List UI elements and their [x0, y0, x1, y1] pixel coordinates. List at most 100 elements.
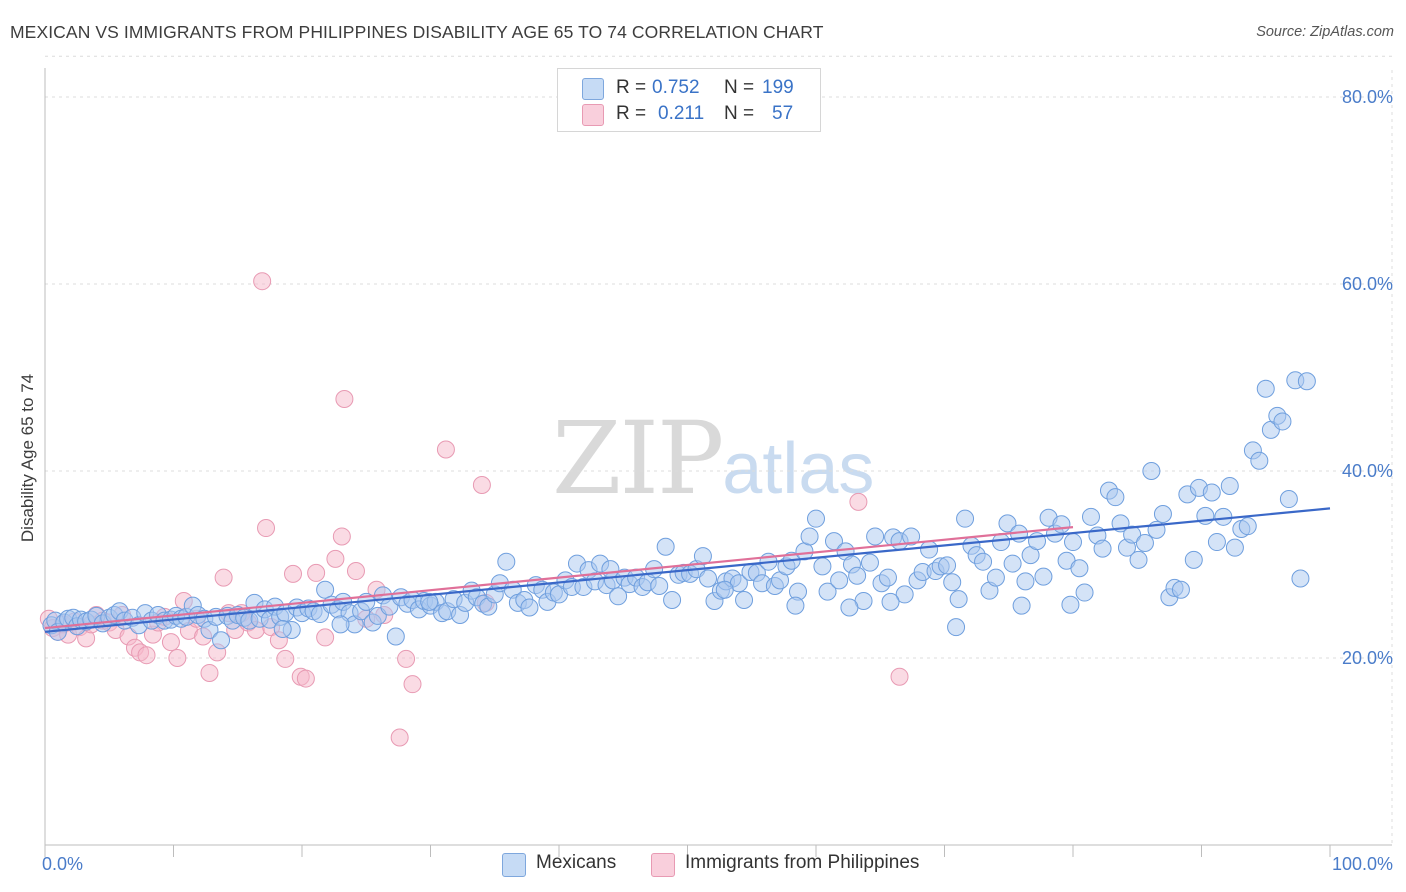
data-point	[938, 556, 957, 575]
data-point	[650, 577, 669, 596]
data-point	[699, 569, 718, 588]
data-point	[1093, 539, 1112, 558]
data-point	[881, 592, 900, 611]
data-point	[307, 563, 326, 582]
data-point	[1106, 488, 1125, 507]
data-point	[1184, 550, 1203, 569]
data-point	[1256, 379, 1275, 398]
data-point	[1171, 580, 1190, 599]
chart-title: MEXICAN VS IMMIGRANTS FROM PHILIPPINES D…	[10, 22, 824, 42]
data-point	[316, 628, 335, 647]
data-point	[920, 540, 939, 559]
data-point	[866, 527, 885, 546]
data-point	[326, 549, 345, 568]
data-point	[1135, 533, 1154, 552]
data-point	[253, 272, 272, 291]
data-point	[520, 598, 539, 617]
bottom-legend-swatch-mexicans	[502, 853, 526, 877]
data-point	[1297, 372, 1316, 391]
bottom-legend-swatch-philippines	[651, 853, 675, 877]
data-point	[1202, 483, 1221, 502]
data-point	[1238, 517, 1257, 536]
data-point	[956, 509, 975, 528]
data-point	[949, 590, 968, 609]
data-point	[212, 631, 231, 650]
data-point	[1129, 550, 1148, 569]
data-point	[161, 633, 180, 652]
data-point	[1142, 462, 1161, 480]
data-point	[331, 615, 350, 634]
data-point	[1220, 476, 1239, 495]
data-point	[800, 527, 819, 546]
data-point	[943, 573, 962, 592]
data-point	[715, 580, 734, 599]
trendline	[44, 507, 1331, 633]
axes	[44, 68, 1392, 857]
data-point	[1016, 572, 1035, 591]
data-point	[1070, 559, 1089, 578]
legend-r-value: 0.752	[652, 77, 700, 98]
data-point	[849, 492, 868, 511]
data-point	[420, 592, 439, 611]
data-point	[335, 390, 354, 409]
data-point	[200, 663, 219, 682]
data-point	[735, 591, 754, 610]
data-point	[992, 533, 1011, 552]
data-point	[902, 527, 921, 546]
data-point	[830, 571, 849, 590]
data-point	[998, 514, 1017, 533]
legend-n-label: N =	[724, 77, 755, 98]
bottom-legend-label: Mexicans	[536, 852, 617, 873]
data-point	[986, 568, 1005, 587]
data-point	[1052, 515, 1071, 534]
data-point	[1003, 554, 1022, 573]
data-point	[947, 618, 966, 637]
data-point	[663, 591, 682, 610]
data-point	[497, 552, 516, 571]
series-philippines-points	[39, 272, 909, 747]
data-point	[1291, 569, 1310, 588]
data-point	[878, 568, 897, 587]
data-point	[848, 566, 867, 585]
data-point	[1081, 507, 1100, 526]
x-tick-label: 0.0%	[42, 854, 83, 874]
legend-r-value: 0.211	[658, 103, 705, 124]
data-point	[137, 646, 156, 665]
legend-n-value: 199	[762, 77, 794, 98]
data-point	[436, 440, 455, 459]
data-point	[386, 627, 405, 646]
data-point	[693, 547, 712, 566]
data-point	[273, 620, 292, 639]
data-point	[1075, 583, 1094, 602]
y-axis-label: Disability Age 65 to 74	[18, 374, 37, 542]
y-tick-label: 60.0%	[1342, 274, 1393, 294]
data-point	[1064, 533, 1082, 552]
legend-r-label: R =	[616, 103, 647, 124]
data-point	[284, 564, 303, 583]
bottom-legend-label: Immigrants from Philippines	[685, 852, 920, 873]
data-point	[1225, 538, 1244, 557]
data-point	[860, 553, 879, 572]
data-point	[840, 598, 859, 617]
data-point	[890, 667, 909, 686]
x-tick-label: 100.0%	[1332, 854, 1393, 874]
data-point	[1061, 595, 1080, 614]
data-point	[390, 728, 409, 747]
trendlines	[44, 507, 1331, 633]
data-point	[818, 582, 837, 601]
data-point	[1012, 596, 1031, 615]
data-point	[786, 596, 805, 615]
data-point	[296, 669, 315, 688]
legend-swatch-philippines	[582, 104, 604, 126]
data-point	[601, 560, 620, 579]
data-point	[807, 509, 825, 528]
data-point	[257, 519, 276, 538]
data-point	[1207, 533, 1226, 552]
data-point	[397, 649, 416, 668]
data-point	[813, 557, 832, 576]
trendline	[44, 526, 1074, 630]
data-point	[1214, 507, 1233, 526]
data-point	[403, 675, 422, 694]
y-tick-label: 20.0%	[1342, 648, 1393, 668]
